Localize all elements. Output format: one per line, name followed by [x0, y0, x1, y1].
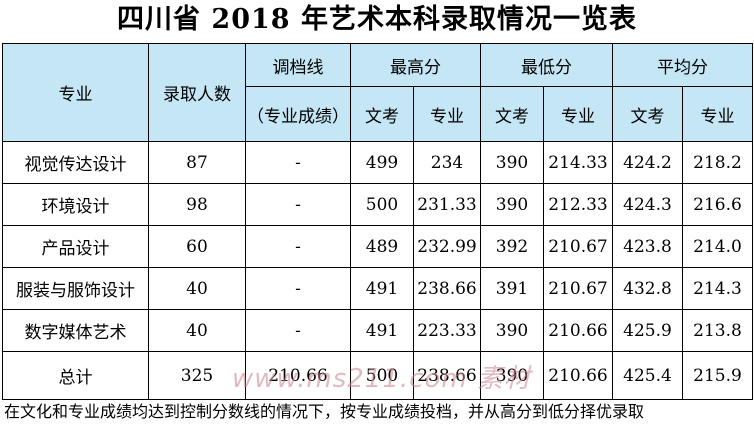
cell-admitted: 87 [148, 141, 246, 184]
cell-admitted: 40 [148, 309, 246, 352]
cell-max-culture: 491 [350, 267, 414, 310]
cell-major: 数字媒体艺术 [2, 309, 149, 352]
cell-major: 视觉传达设计 [2, 141, 149, 184]
header-adjust-line: 调档线 [245, 43, 351, 87]
cell-major: 总计 [2, 351, 149, 400]
cell-avg-specialty: 218.2 [682, 141, 753, 184]
cell-admitted: 325 [148, 351, 246, 400]
header-major: 专业 [2, 43, 149, 142]
cell-max-culture: 500 [350, 351, 414, 400]
cell-avg-specialty: 216.6 [682, 183, 753, 226]
table-row: 环境设计 98 - 500 231.33 390 212.33 424.3 21… [2, 183, 753, 226]
table-row-total: 总计 325 210.66 500 238.66 390 210.66 425.… [2, 351, 753, 400]
cell-admitted: 40 [148, 267, 246, 310]
admission-table: 专业 录取人数 调档线 最高分 最低分 平均分 （专业成绩） 文考 专业 文考 … [2, 43, 753, 400]
cell-min-specialty: 214.33 [543, 141, 613, 184]
cell-min-culture: 392 [480, 225, 544, 268]
cell-max-specialty: 238.66 [413, 351, 481, 400]
header-min-culture: 文考 [480, 86, 544, 142]
header-min-specialty: 专业 [543, 86, 613, 142]
cell-min-specialty: 210.67 [543, 225, 613, 268]
cell-admitted: 98 [148, 183, 246, 226]
cell-adjust-line: - [245, 183, 351, 226]
cell-adjust-line: - [245, 309, 351, 352]
cell-avg-specialty: 214.0 [682, 225, 753, 268]
cell-major: 产品设计 [2, 225, 149, 268]
cell-max-culture: 499 [350, 141, 414, 184]
cell-major: 环境设计 [2, 183, 149, 226]
table-row: 产品设计 60 - 489 232.99 392 210.67 423.8 21… [2, 225, 753, 268]
cell-avg-culture: 424.3 [612, 183, 683, 226]
table-row: 数字媒体艺术 40 - 491 223.33 390 210.66 425.9 … [2, 309, 753, 352]
cell-adjust-line: - [245, 141, 351, 184]
cell-adjust-line: - [245, 225, 351, 268]
cell-min-culture: 390 [480, 351, 544, 400]
cell-min-culture: 391 [480, 267, 544, 310]
header-avg-score: 平均分 [612, 43, 753, 87]
table-row: 视觉传达设计 87 - 499 234 390 214.33 424.2 218… [2, 141, 753, 184]
header-avg-culture: 文考 [612, 86, 683, 142]
cell-max-specialty: 234 [413, 141, 481, 184]
cell-avg-specialty: 213.8 [682, 309, 753, 352]
cell-avg-specialty: 214.3 [682, 267, 753, 310]
cell-min-specialty: 212.33 [543, 183, 613, 226]
table-row: 服装与服饰设计 40 - 491 238.66 391 210.67 432.8… [2, 267, 753, 310]
header-max-specialty: 专业 [413, 86, 481, 142]
header-avg-specialty: 专业 [682, 86, 753, 142]
cell-avg-specialty: 215.9 [682, 351, 753, 400]
cell-min-culture: 390 [480, 141, 544, 184]
cell-min-culture: 390 [480, 309, 544, 352]
cell-max-specialty: 223.33 [413, 309, 481, 352]
header-max-culture: 文考 [350, 86, 414, 142]
cell-max-culture: 500 [350, 183, 414, 226]
cell-avg-culture: 432.8 [612, 267, 683, 310]
cell-max-specialty: 232.99 [413, 225, 481, 268]
header-adjust-line-sub: （专业成绩） [245, 86, 351, 142]
cell-max-culture: 491 [350, 309, 414, 352]
cell-major: 服装与服饰设计 [2, 267, 149, 310]
cell-avg-culture: 425.4 [612, 351, 683, 400]
cell-admitted: 60 [148, 225, 246, 268]
cell-min-specialty: 210.66 [543, 351, 613, 400]
cell-avg-culture: 425.9 [612, 309, 683, 352]
cell-max-specialty: 231.33 [413, 183, 481, 226]
cell-avg-culture: 423.8 [612, 225, 683, 268]
cell-min-specialty: 210.67 [543, 267, 613, 310]
cell-max-culture: 489 [350, 225, 414, 268]
header-min-score: 最低分 [480, 43, 613, 87]
header-max-score: 最高分 [350, 43, 481, 87]
cell-adjust-line: - [245, 267, 351, 310]
cell-max-specialty: 238.66 [413, 267, 481, 310]
cell-avg-culture: 424.2 [612, 141, 683, 184]
cell-min-specialty: 210.66 [543, 309, 613, 352]
cell-adjust-line: 210.66 [245, 351, 351, 400]
cell-min-culture: 390 [480, 183, 544, 226]
footnote: 在文化和专业成绩均达到控制分数线的情况下，按专业成绩投档，并从高分到低分择优录取 [4, 402, 645, 421]
header-admitted: 录取人数 [148, 43, 246, 142]
page-title: 四川省 2018 年艺术本科录取情况一览表 [117, 4, 637, 35]
